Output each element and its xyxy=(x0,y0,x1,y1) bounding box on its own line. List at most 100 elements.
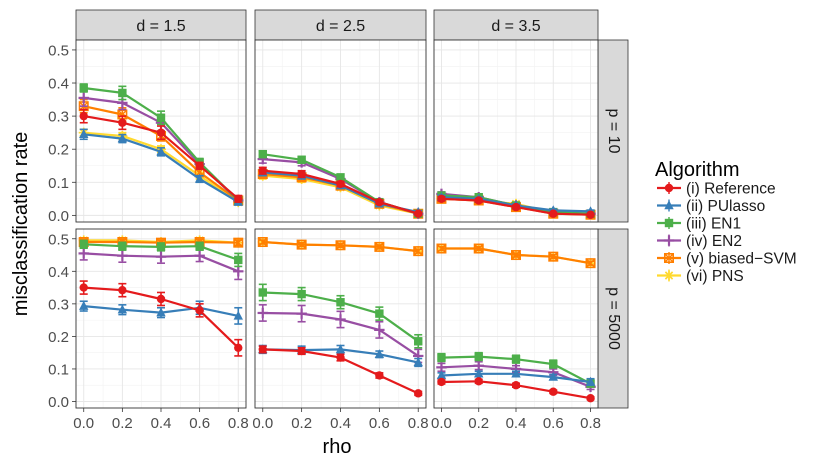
data-point xyxy=(474,368,484,378)
marker-square xyxy=(336,173,345,182)
legend-title: Algorithm xyxy=(655,159,739,181)
data-point xyxy=(257,237,268,248)
data-point xyxy=(234,194,243,204)
marker-circle xyxy=(336,353,345,362)
marker-circle xyxy=(297,169,306,179)
x-tick-label: 0.4 xyxy=(330,415,351,432)
y-tick-label: 0.5 xyxy=(48,231,69,248)
data-point xyxy=(195,306,204,315)
data-point xyxy=(549,387,558,396)
marker-circle xyxy=(375,371,384,380)
marker-cross-b xyxy=(233,237,243,248)
marker-cross-b xyxy=(374,242,385,252)
marker-triangle xyxy=(156,307,166,317)
marker-box xyxy=(413,246,424,257)
legend-label: (ii) PUlasso xyxy=(686,198,765,215)
data-point xyxy=(297,289,306,299)
marker-circle xyxy=(336,179,345,189)
y-tick-label: 0.2 xyxy=(48,329,69,346)
x-tick-label: 0.6 xyxy=(543,415,564,432)
marker-circle xyxy=(511,381,521,390)
marker-square xyxy=(234,255,243,265)
data-point xyxy=(296,239,307,250)
x-tick-label: 0.4 xyxy=(151,415,172,432)
data-point xyxy=(156,307,166,317)
data-point xyxy=(548,371,558,381)
data-point xyxy=(413,246,424,257)
marker-circle xyxy=(586,394,595,403)
marker-square xyxy=(156,113,166,122)
data-point xyxy=(336,298,345,307)
data-point xyxy=(335,344,346,354)
data-point xyxy=(474,352,483,361)
data-point xyxy=(233,266,244,277)
data-point xyxy=(156,146,166,156)
marker-square xyxy=(297,289,306,299)
marker-cross-b xyxy=(585,258,596,268)
data-point xyxy=(117,304,128,314)
marker-circle xyxy=(414,209,423,218)
x-tick-label: 0.6 xyxy=(189,415,210,432)
data-point xyxy=(117,250,128,261)
data-point xyxy=(549,359,558,369)
data-point xyxy=(117,133,128,143)
marker-circle xyxy=(195,161,204,170)
data-point xyxy=(234,343,243,352)
y-tick-label: 0.5 xyxy=(48,42,69,59)
marker-triangle xyxy=(233,310,243,320)
marker-circle xyxy=(474,196,483,205)
data-point xyxy=(297,346,306,356)
marker-triangle xyxy=(156,146,166,156)
x-tick-label: 0.4 xyxy=(506,415,527,432)
marker-box xyxy=(663,253,674,264)
data-point xyxy=(258,288,267,297)
marker-triangle xyxy=(548,371,558,381)
data-point xyxy=(79,300,89,310)
marker-square xyxy=(474,352,483,361)
marker-circle xyxy=(234,343,243,352)
marker-square xyxy=(511,354,521,364)
data-point xyxy=(474,196,483,205)
marker-triangle xyxy=(79,300,89,310)
marker-box xyxy=(548,251,559,262)
data-point xyxy=(414,337,423,346)
data-point xyxy=(233,237,244,248)
y-tick-label: 0.0 xyxy=(48,394,69,411)
marker-box xyxy=(233,237,244,248)
legend-key-marker xyxy=(664,270,674,281)
data-point xyxy=(258,166,267,175)
marker-cross-b xyxy=(117,109,128,120)
marker-triangle xyxy=(335,344,346,354)
legend-key-marker xyxy=(664,200,674,210)
facet-strip-col xyxy=(254,9,427,41)
data-point xyxy=(156,294,166,304)
marker-ast-d2 xyxy=(664,271,674,280)
data-point xyxy=(585,376,596,386)
legend-label: (iii) EN1 xyxy=(686,216,741,233)
marker-cross-b xyxy=(474,243,484,254)
panel-border xyxy=(254,228,427,409)
legend-label: (i) Reference xyxy=(686,181,776,198)
marker-circle xyxy=(79,111,88,121)
data-point xyxy=(474,377,483,386)
marker-cross-b xyxy=(258,237,268,247)
marker-triangle xyxy=(79,129,89,139)
marker-box xyxy=(257,237,268,248)
marker-triangle xyxy=(374,349,385,358)
data-point xyxy=(257,307,268,319)
data-point xyxy=(510,250,521,261)
data-point xyxy=(437,353,446,362)
marker-box xyxy=(296,239,307,250)
data-point xyxy=(118,118,127,127)
data-point xyxy=(375,309,384,318)
legend-key-marker xyxy=(664,218,674,228)
data-point xyxy=(258,345,267,354)
x-tick-label: 0.0 xyxy=(431,415,452,432)
facet-strip-label: d = 1.5 xyxy=(136,18,185,35)
marker-circle xyxy=(297,346,306,356)
data-point xyxy=(118,285,127,295)
legend-key-marker xyxy=(663,253,674,264)
marker-cross-b xyxy=(296,239,307,250)
x-tick-label: 0.0 xyxy=(73,415,94,432)
